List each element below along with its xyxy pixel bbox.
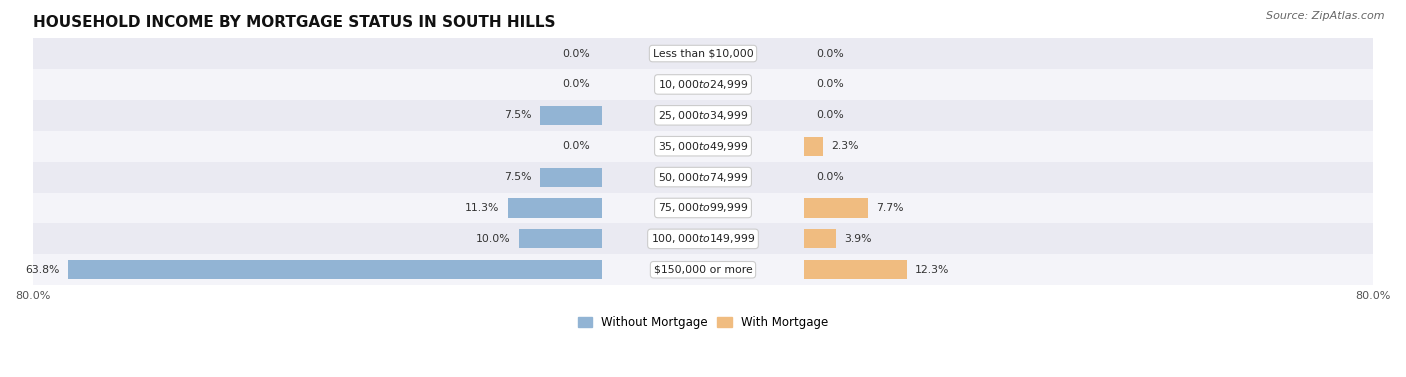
Bar: [32, 131, 1374, 162]
Text: 11.3%: 11.3%: [465, 203, 499, 213]
Text: 63.8%: 63.8%: [25, 265, 59, 275]
Text: 7.5%: 7.5%: [503, 110, 531, 120]
Bar: [508, 198, 602, 218]
Bar: [32, 38, 1374, 69]
Text: Source: ZipAtlas.com: Source: ZipAtlas.com: [1267, 11, 1385, 21]
Bar: [540, 106, 602, 125]
Bar: [519, 229, 602, 248]
Bar: [540, 167, 602, 187]
Text: 3.9%: 3.9%: [845, 234, 872, 244]
Text: $10,000 to $24,999: $10,000 to $24,999: [658, 78, 748, 91]
Bar: [67, 260, 602, 279]
Bar: [804, 198, 868, 218]
Text: 0.0%: 0.0%: [815, 80, 844, 89]
Text: 12.3%: 12.3%: [915, 265, 949, 275]
Text: $75,000 to $99,999: $75,000 to $99,999: [658, 201, 748, 215]
Text: 2.3%: 2.3%: [831, 141, 859, 151]
Text: 7.5%: 7.5%: [503, 172, 531, 182]
Text: $100,000 to $149,999: $100,000 to $149,999: [651, 232, 755, 245]
Text: 0.0%: 0.0%: [815, 110, 844, 120]
Text: $35,000 to $49,999: $35,000 to $49,999: [658, 140, 748, 153]
Bar: [804, 260, 907, 279]
Bar: [32, 193, 1374, 224]
Text: Less than $10,000: Less than $10,000: [652, 49, 754, 58]
Bar: [32, 224, 1374, 254]
Bar: [804, 136, 823, 156]
Text: 0.0%: 0.0%: [815, 49, 844, 58]
Text: $150,000 or more: $150,000 or more: [654, 265, 752, 275]
Bar: [32, 162, 1374, 193]
Text: 0.0%: 0.0%: [562, 49, 591, 58]
Legend: Without Mortgage, With Mortgage: Without Mortgage, With Mortgage: [574, 311, 832, 334]
Bar: [32, 69, 1374, 100]
Text: $50,000 to $74,999: $50,000 to $74,999: [658, 170, 748, 184]
Bar: [32, 254, 1374, 285]
Text: 7.7%: 7.7%: [876, 203, 904, 213]
Text: HOUSEHOLD INCOME BY MORTGAGE STATUS IN SOUTH HILLS: HOUSEHOLD INCOME BY MORTGAGE STATUS IN S…: [32, 15, 555, 30]
Text: 10.0%: 10.0%: [475, 234, 510, 244]
Text: 0.0%: 0.0%: [562, 80, 591, 89]
Bar: [32, 100, 1374, 131]
Text: 0.0%: 0.0%: [562, 141, 591, 151]
Text: 0.0%: 0.0%: [815, 172, 844, 182]
Bar: [804, 229, 837, 248]
Text: $25,000 to $34,999: $25,000 to $34,999: [658, 109, 748, 122]
